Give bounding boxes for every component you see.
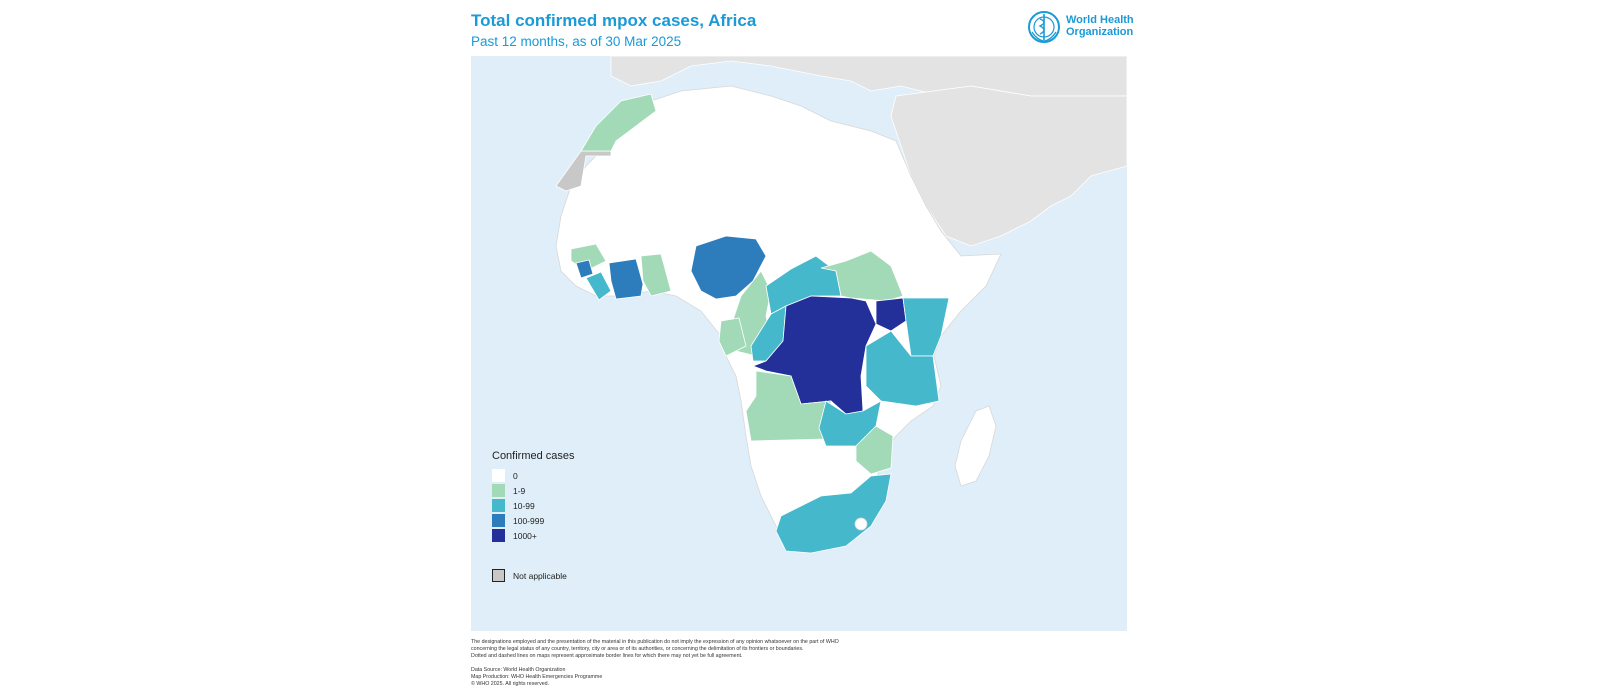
legend-item: 1-9 [492,483,575,498]
credit-line: Map Production: WHO Health Emergencies P… [471,674,603,680]
region-south-africa [775,473,892,554]
region-morocco [580,93,657,152]
africa-map [471,56,1127,631]
region-ghana [640,253,672,297]
legend-label: 10-99 [513,500,535,511]
legend-item: 100-999 [492,513,575,528]
region-lesotho [854,517,868,531]
disclaimer-line: The designations employed and the presen… [471,639,839,645]
map-legend: Confirmed cases 0 1-9 10-99 100-999 1000… [492,450,575,583]
logo-line2: Organization [1066,26,1134,38]
region-south-sudan [820,250,904,302]
legend-swatch [492,569,505,582]
legend-label: 0 [513,470,518,481]
legend-swatch [492,484,505,497]
map-title: Total confirmed mpox cases, Africa [471,11,757,30]
region-tanzania [865,330,940,407]
legend-label: 1-9 [513,485,526,496]
logo-line1: World Health [1066,14,1134,26]
legend-label: Not applicable [513,570,567,581]
region-zimbabwe [855,425,894,475]
region-sierra-leone [575,259,594,279]
map-credits: Data Source: World Health Organization M… [471,667,602,688]
legend-swatch [492,529,505,542]
map-subtitle: Past 12 months, as of 30 Mar 2025 [471,34,682,49]
legend-item-not-applicable: Not applicable [492,568,575,583]
middle-east-landmass [890,85,1127,247]
legend-swatch [492,469,505,482]
legend-swatch [492,499,505,512]
region-uganda [875,297,907,332]
legend-title: Confirmed cases [492,450,575,462]
region-cote-divoire [608,258,644,300]
region-nigeria [690,235,767,300]
map-disclaimer: The designations employed and the presen… [471,639,941,660]
region-liberia [585,271,612,301]
legend-label: 100-999 [513,515,545,526]
credit-line: © WHO 2025. All rights reserved. [471,681,550,687]
madagascar [954,405,997,487]
region-gabon [718,317,747,357]
legend-item: 0 [492,468,575,483]
disclaimer-line: Dotted and dashed lines on maps represen… [471,653,743,659]
credit-line: Data Source: World Health Organization [471,667,566,673]
map-canvas [471,56,1127,631]
who-emblem-icon [1028,11,1060,43]
legend-swatch [492,514,505,527]
disclaimer-line: concerning the legal status of any count… [471,646,804,652]
legend-item: 1000+ [492,528,575,543]
legend-item: 10-99 [492,498,575,513]
legend-label: 1000+ [513,530,537,541]
